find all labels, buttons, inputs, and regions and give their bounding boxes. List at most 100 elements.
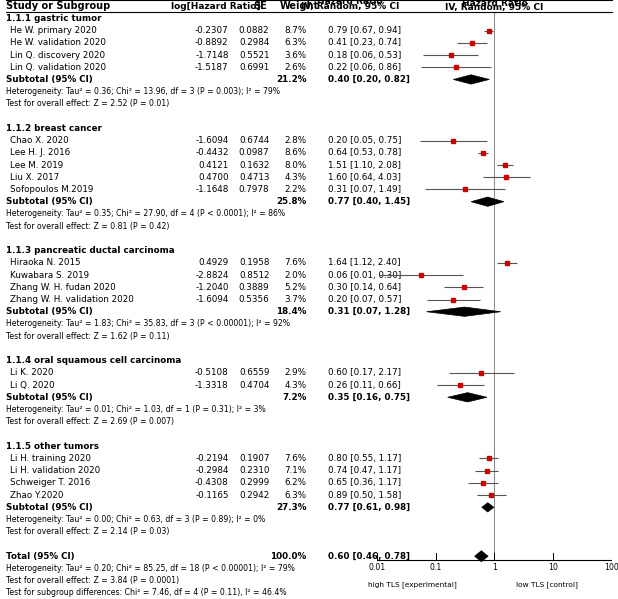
Text: 0.20 [0.05, 0.75]: 0.20 [0.05, 0.75] [328, 136, 401, 145]
Text: 2.2%: 2.2% [284, 185, 307, 194]
Text: 7.6%: 7.6% [284, 454, 307, 463]
Text: Hazard Ratio: Hazard Ratio [462, 0, 527, 8]
Polygon shape [475, 550, 488, 562]
Text: 1.1.4 oral squamous cell carcinoma: 1.1.4 oral squamous cell carcinoma [6, 356, 182, 365]
Text: 25.8%: 25.8% [276, 197, 307, 206]
Text: 1.64 [1.12, 2.40]: 1.64 [1.12, 2.40] [328, 258, 400, 267]
Text: -1.7148: -1.7148 [195, 50, 229, 59]
Text: -0.2984: -0.2984 [195, 466, 229, 475]
Text: 0.77 [0.40, 1.45]: 0.77 [0.40, 1.45] [328, 197, 410, 206]
Text: Liu X. 2017: Liu X. 2017 [10, 173, 59, 181]
Text: 0.4713: 0.4713 [239, 173, 269, 181]
Text: 0.4929: 0.4929 [198, 258, 229, 267]
Text: -1.2040: -1.2040 [195, 283, 229, 292]
Text: log[Hazard Ratio]: log[Hazard Ratio] [171, 2, 260, 11]
Text: 0.89 [0.50, 1.58]: 0.89 [0.50, 1.58] [328, 491, 401, 500]
Text: 0.40 [0.20, 0.82]: 0.40 [0.20, 0.82] [328, 75, 410, 84]
Text: -2.8824: -2.8824 [195, 271, 229, 280]
Text: 0.64 [0.53, 0.78]: 0.64 [0.53, 0.78] [328, 149, 401, 158]
Text: 0.26 [0.11, 0.66]: 0.26 [0.11, 0.66] [328, 380, 400, 389]
Text: 0.31 [0.07, 1.49]: 0.31 [0.07, 1.49] [328, 185, 401, 194]
Text: -0.4308: -0.4308 [195, 479, 229, 488]
Text: -0.2307: -0.2307 [195, 26, 229, 35]
Text: 0.1907: 0.1907 [239, 454, 269, 463]
Text: Subtotal (95% CI): Subtotal (95% CI) [6, 307, 93, 316]
Text: 7.6%: 7.6% [284, 258, 307, 267]
Text: 0.22 [0.06, 0.86]: 0.22 [0.06, 0.86] [328, 63, 401, 72]
Text: 100: 100 [604, 563, 618, 572]
Text: 2.0%: 2.0% [284, 271, 307, 280]
Text: Test for overall effect: Z = 0.81 (P = 0.42): Test for overall effect: Z = 0.81 (P = 0… [6, 222, 169, 231]
Text: 1.1.1 gastric tumor: 1.1.1 gastric tumor [6, 14, 102, 23]
Text: -0.4432: -0.4432 [195, 149, 229, 158]
Text: -1.5187: -1.5187 [195, 63, 229, 72]
Text: Heterogeneity: Tau² = 1.83; Chi² = 35.83, df = 3 (P < 0.00001); I² = 92%: Heterogeneity: Tau² = 1.83; Chi² = 35.83… [6, 319, 290, 328]
Text: -1.1648: -1.1648 [195, 185, 229, 194]
Text: Li K. 2020: Li K. 2020 [10, 368, 53, 377]
Text: -1.6094: -1.6094 [195, 295, 229, 304]
Text: 0.79 [0.67, 0.94]: 0.79 [0.67, 0.94] [328, 26, 401, 35]
Text: Heterogeneity: Tau² = 0.00; Chi² = 0.63, df = 3 (P = 0.89); I² = 0%: Heterogeneity: Tau² = 0.00; Chi² = 0.63,… [6, 515, 265, 524]
Text: 7.1%: 7.1% [284, 466, 307, 475]
Text: 5.2%: 5.2% [284, 283, 307, 292]
Text: Subtotal (95% CI): Subtotal (95% CI) [6, 393, 93, 402]
Text: 0.80 [0.55, 1.17]: 0.80 [0.55, 1.17] [328, 454, 401, 463]
Text: 0.2942: 0.2942 [239, 491, 269, 500]
Text: He W. primary 2020: He W. primary 2020 [10, 26, 97, 35]
Text: Lin Q. discovery 2020: Lin Q. discovery 2020 [10, 50, 105, 59]
Text: Heterogeneity: Tau² = 0.20; Chi² = 85.25, df = 18 (P < 0.00001); I² = 79%: Heterogeneity: Tau² = 0.20; Chi² = 85.25… [6, 564, 295, 573]
Text: 0.2999: 0.2999 [239, 479, 269, 488]
Text: Test for overall effect: Z = 3.84 (P = 0.0001): Test for overall effect: Z = 3.84 (P = 0… [6, 576, 179, 585]
Text: 6.3%: 6.3% [284, 491, 307, 500]
Text: 0.60 [0.17, 2.17]: 0.60 [0.17, 2.17] [328, 368, 401, 377]
Text: Chao X. 2020: Chao X. 2020 [10, 136, 69, 145]
Text: 0.77 [0.61, 0.98]: 0.77 [0.61, 0.98] [328, 503, 410, 512]
Text: Weight: Weight [279, 1, 319, 11]
Text: 0.2310: 0.2310 [239, 466, 269, 475]
Text: 0.7978: 0.7978 [239, 185, 269, 194]
Text: Hiraoka N. 2015: Hiraoka N. 2015 [10, 258, 80, 267]
Text: Test for overall effect: Z = 2.69 (P = 0.007): Test for overall effect: Z = 2.69 (P = 0… [6, 418, 174, 426]
Text: IV, Random, 95% CI: IV, Random, 95% CI [445, 4, 544, 13]
Text: Test for overall effect: Z = 1.62 (P = 0.11): Test for overall effect: Z = 1.62 (P = 0… [6, 332, 170, 341]
Polygon shape [426, 307, 501, 316]
Text: Test for subgroup differences: Chi² = 7.46, df = 4 (P = 0.11), I² = 46.4%: Test for subgroup differences: Chi² = 7.… [6, 588, 287, 597]
Text: 2.8%: 2.8% [284, 136, 307, 145]
Text: 0.01: 0.01 [368, 563, 386, 572]
Text: Heterogeneity: Tau² = 0.35; Chi² = 27.90, df = 4 (P < 0.0001); I² = 86%: Heterogeneity: Tau² = 0.35; Chi² = 27.90… [6, 210, 286, 219]
Text: Test for overall effect: Z = 2.52 (P = 0.01): Test for overall effect: Z = 2.52 (P = 0… [6, 99, 169, 108]
Text: He W. validation 2020: He W. validation 2020 [10, 38, 106, 47]
Text: Li H. validation 2020: Li H. validation 2020 [10, 466, 100, 475]
Text: 1.1.3 pancreatic ductal carcinoma: 1.1.3 pancreatic ductal carcinoma [6, 246, 175, 255]
Text: 27.3%: 27.3% [276, 503, 307, 512]
Text: -1.6094: -1.6094 [195, 136, 229, 145]
Text: Heterogeneity: Tau² = 0.36; Chi² = 13.96, df = 3 (P = 0.003); I² = 79%: Heterogeneity: Tau² = 0.36; Chi² = 13.96… [6, 87, 280, 96]
Text: 100.0%: 100.0% [270, 552, 307, 561]
Text: 0.60 [0.46, 0.78]: 0.60 [0.46, 0.78] [328, 552, 410, 561]
Text: 0.65 [0.36, 1.17]: 0.65 [0.36, 1.17] [328, 479, 401, 488]
Text: -0.5108: -0.5108 [195, 368, 229, 377]
Polygon shape [454, 75, 489, 84]
Text: 0.1: 0.1 [430, 563, 442, 572]
Polygon shape [447, 393, 487, 402]
Text: -1.3318: -1.3318 [195, 380, 229, 389]
Text: 0.5356: 0.5356 [239, 295, 269, 304]
Text: Study or Subgroup: Study or Subgroup [6, 1, 111, 11]
Text: 21.2%: 21.2% [276, 75, 307, 84]
Text: Total (95% CI): Total (95% CI) [6, 552, 75, 561]
Text: 1.51 [1.10, 2.08]: 1.51 [1.10, 2.08] [328, 161, 400, 170]
Text: SE: SE [253, 1, 267, 11]
Text: 0.0987: 0.0987 [239, 149, 269, 158]
Text: 0.41 [0.23, 0.74]: 0.41 [0.23, 0.74] [328, 38, 401, 47]
Text: 3.7%: 3.7% [284, 295, 307, 304]
Text: 0.20 [0.07, 0.57]: 0.20 [0.07, 0.57] [328, 295, 401, 304]
Text: 8.6%: 8.6% [284, 149, 307, 158]
Text: low TLS [control]: low TLS [control] [516, 581, 578, 588]
Text: 0.35 [0.16, 0.75]: 0.35 [0.16, 0.75] [328, 393, 410, 402]
Text: 3.6%: 3.6% [284, 50, 307, 59]
Text: Subtotal (95% CI): Subtotal (95% CI) [6, 503, 93, 512]
Text: Subtotal (95% CI): Subtotal (95% CI) [6, 75, 93, 84]
Text: 0.1632: 0.1632 [239, 161, 269, 170]
Text: 0.4700: 0.4700 [198, 173, 229, 181]
Text: 8.7%: 8.7% [284, 26, 307, 35]
